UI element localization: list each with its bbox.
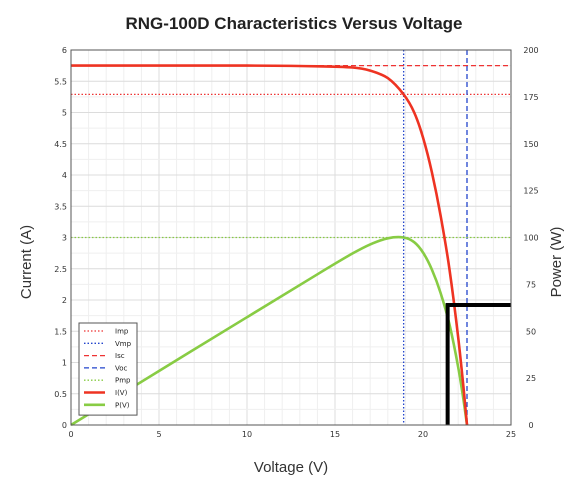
legend-box [78, 322, 138, 416]
y-left-tick-label: 2.5 [54, 265, 67, 274]
y-right-axis-ticks: 0 25 50 75 100 125 150 175 200 [523, 46, 538, 430]
series-line-p-v [70, 235, 469, 427]
x-axis-ticks: 0 5 10 15 20 25 [68, 430, 516, 439]
y-right-tick-label: 75 [526, 280, 536, 289]
legend-entry-isc: Isc [115, 352, 125, 360]
y-left-axis-ticks: 0 0.5 1 1.5 2 2.5 3 3.5 4 4.5 5 5.5 6 [54, 46, 67, 430]
x-tick-label: 15 [330, 430, 340, 439]
legend-entry-pmp: Pmp [115, 377, 131, 385]
y-left-tick-label: 2 [62, 296, 67, 305]
y-right-tick-label: 150 [523, 140, 538, 149]
y-right-tick-label: 50 [526, 327, 536, 336]
y-right-tick-label: 200 [523, 46, 538, 55]
x-tick-label: 10 [242, 430, 252, 439]
y-left-tick-label: 4 [62, 171, 67, 180]
y-left-axis-label: Current (A) [18, 225, 35, 299]
y-left-tick-label: 6 [62, 46, 67, 55]
x-tick-label: 25 [506, 430, 516, 439]
y-left-tick-label: 1 [62, 359, 67, 368]
legend: Imp Vmp Isc Voc Pmp I(V) P(V) [78, 322, 138, 416]
x-tick-label: 0 [68, 430, 73, 439]
legend-entry-i-v: I(V) [115, 389, 128, 397]
plot-frame [70, 49, 512, 426]
y-left-tick-label: 5 [62, 109, 67, 118]
y-right-tick-label: 25 [526, 374, 536, 383]
x-tick-label: 5 [156, 430, 161, 439]
overlay-bracket [445, 303, 511, 425]
chart-title: RNG-100D Characteristics Versus Voltage [126, 14, 463, 33]
y-left-tick-label: 5.5 [54, 77, 67, 86]
y-left-tick-label: 4.5 [54, 140, 67, 149]
y-right-tick-label: 100 [523, 234, 538, 243]
y-right-axis-label: Power (W) [548, 227, 565, 298]
y-left-tick-label: 3.5 [54, 202, 67, 211]
legend-entry-vmp: Vmp [115, 340, 132, 348]
x-tick-label: 20 [418, 430, 428, 439]
legend-entry-imp: Imp [115, 328, 129, 336]
series-line-i-v [71, 64, 469, 426]
y-right-tick-label: 175 [523, 93, 538, 102]
y-right-tick-label: 125 [523, 187, 538, 196]
y-left-tick-label: 0 [62, 421, 67, 430]
x-axis-label: Voltage (V) [254, 459, 328, 476]
y-left-tick-label: 0.5 [54, 390, 67, 399]
y-left-tick-label: 3 [62, 234, 67, 243]
legend-entry-p-v: P(V) [115, 401, 130, 409]
legend-entry-voc: Voc [115, 364, 128, 372]
y-left-tick-label: 1.5 [54, 327, 67, 336]
series-curves [70, 64, 469, 427]
y-right-tick-label: 0 [528, 421, 533, 430]
